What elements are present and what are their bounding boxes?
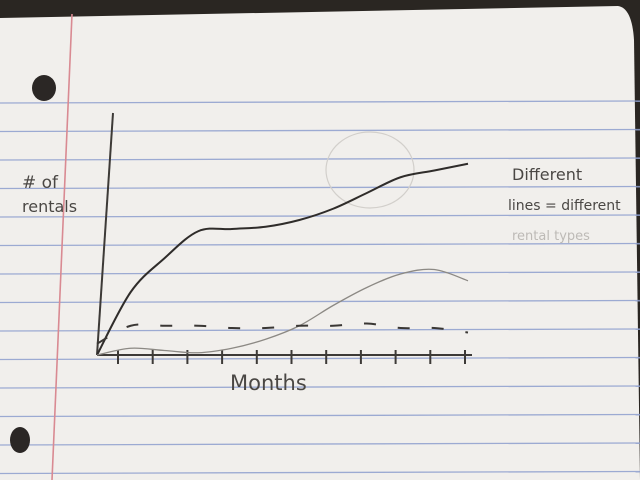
ruled-line [0, 157, 640, 161]
margin-line [51, 13, 73, 480]
ruled-line [0, 242, 640, 247]
ruled-line [0, 328, 640, 332]
ruled-lines [0, 100, 640, 475]
ruled-line [0, 356, 640, 361]
ruled-line [0, 128, 640, 133]
series-line-dashed [96, 322, 469, 345]
note-line2: lines = different [508, 198, 621, 214]
binder-hole-bottom [10, 427, 30, 453]
ruled-line [0, 185, 640, 190]
ruled-line [0, 470, 640, 475]
paper-sheet [0, 6, 640, 480]
series-line-faint [96, 268, 469, 356]
ruled-line [0, 271, 640, 275]
ruled-line [0, 413, 640, 418]
ruled-line [0, 385, 640, 389]
note-line3: rental types [512, 229, 590, 244]
note-line1: Different [512, 165, 582, 184]
erased-circle [325, 131, 415, 209]
y-axis [96, 112, 114, 356]
series-line-solid [96, 162, 469, 356]
ruled-line [0, 442, 640, 446]
y-axis-label-line1: # of [22, 173, 59, 193]
x-tick-marks [117, 350, 466, 364]
binder-hole-top [32, 75, 56, 101]
ruled-line [0, 100, 640, 104]
x-axis-label: Months [230, 371, 307, 395]
ruled-line [0, 299, 640, 304]
y-axis-label-line2: rentals [22, 197, 77, 216]
